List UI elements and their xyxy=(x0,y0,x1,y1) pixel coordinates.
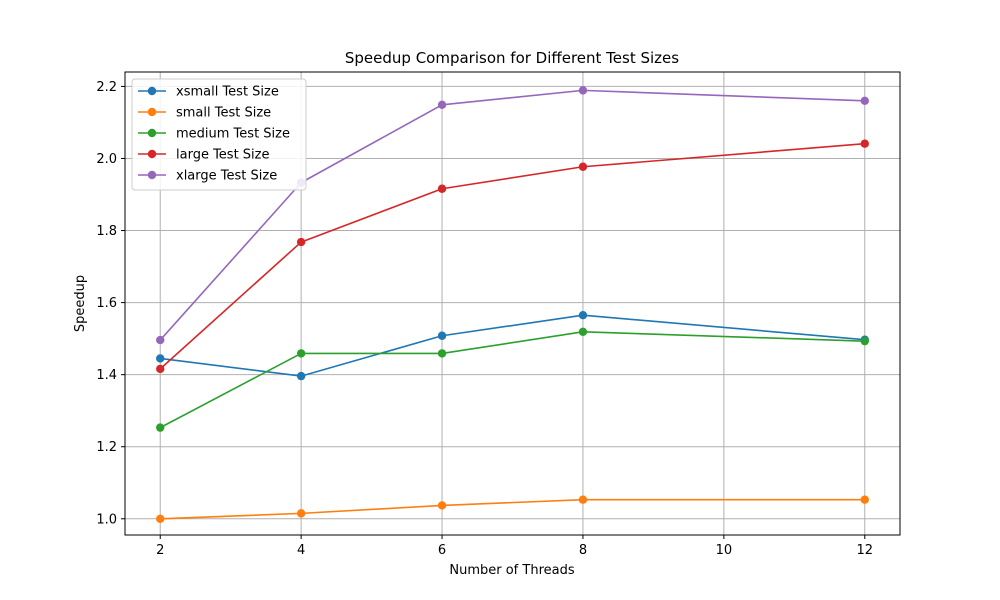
legend-label: medium Test Size xyxy=(176,127,290,142)
data-point xyxy=(156,354,165,363)
series-line xyxy=(160,498,865,520)
data-point xyxy=(437,501,447,510)
x-tick-label: 12 xyxy=(856,543,873,558)
y-tick-label: 1.0 xyxy=(96,512,117,527)
data-point xyxy=(437,331,447,340)
legend-label: small Test Size xyxy=(176,106,271,121)
series-line xyxy=(159,330,865,429)
legend-label: xsmall Test Size xyxy=(176,85,279,100)
chart-title: Speedup Comparison for Different Test Si… xyxy=(345,49,679,67)
legend-label: xlarge Test Size xyxy=(176,169,277,184)
legend-entry: xsmall Test Size xyxy=(138,85,279,100)
y-tick-label: 1.8 xyxy=(96,224,117,239)
data-point xyxy=(156,423,165,432)
x-axis: 2 4 6 8 10 12 xyxy=(156,535,873,558)
data-point xyxy=(860,495,869,504)
y-tick-label: 1.4 xyxy=(96,368,117,383)
x-tick-label: 4 xyxy=(297,543,305,558)
data-point xyxy=(437,349,447,358)
legend-swatch-marker xyxy=(147,86,157,96)
x-tick-label: 10 xyxy=(716,543,733,558)
y-tick-label: 1.6 xyxy=(96,296,117,311)
data-point xyxy=(156,335,165,345)
data-point xyxy=(156,514,165,523)
legend-swatch-marker xyxy=(147,149,157,159)
legend-entry: small Test Size xyxy=(138,106,271,121)
data-point xyxy=(578,86,588,95)
data-point xyxy=(860,336,869,346)
series-medium xyxy=(156,327,869,432)
series-xsmall xyxy=(156,311,869,381)
legend-box xyxy=(131,78,307,191)
legend-swatch-marker xyxy=(147,107,157,117)
data-point xyxy=(296,237,306,247)
y-axis: 1.0 1.2 1.4 1.6 1.8 2.0 2.2 xyxy=(96,80,125,527)
legend: xsmall Test Size small Test Size medium Te… xyxy=(131,78,307,191)
data-point xyxy=(578,162,588,171)
data-point xyxy=(437,184,447,193)
x-tick-label: 8 xyxy=(579,543,587,558)
series-line xyxy=(160,314,865,377)
legend-entry: xlarge Test Size xyxy=(138,169,277,184)
legend-swatch-marker xyxy=(147,170,157,180)
data-point xyxy=(578,327,588,336)
y-tick-label: 2.2 xyxy=(96,80,117,95)
data-point xyxy=(437,100,447,109)
series-small xyxy=(156,495,869,523)
y-axis-label: Speedup xyxy=(73,275,88,332)
data-point xyxy=(296,349,306,358)
data-point xyxy=(296,371,306,381)
plot-frame xyxy=(124,71,901,536)
legend-entry: medium Test Size xyxy=(138,127,290,142)
series-layer xyxy=(156,86,869,523)
x-tick-label: 6 xyxy=(438,543,446,558)
data-point xyxy=(156,364,165,374)
y-tick-label: 1.2 xyxy=(96,440,117,455)
legend-label: large Test Size xyxy=(176,148,270,163)
legend-swatch-marker xyxy=(147,128,157,138)
data-point xyxy=(296,509,306,518)
legend-entry: large Test Size xyxy=(138,148,270,163)
x-axis-label: Number of Threads xyxy=(449,563,574,578)
data-point xyxy=(578,495,588,504)
data-point xyxy=(860,96,869,106)
data-point xyxy=(578,311,588,320)
y-tick-label: 2.0 xyxy=(96,152,117,167)
x-tick-label: 2 xyxy=(156,543,164,558)
data-point xyxy=(860,139,869,148)
series-large xyxy=(156,139,869,374)
